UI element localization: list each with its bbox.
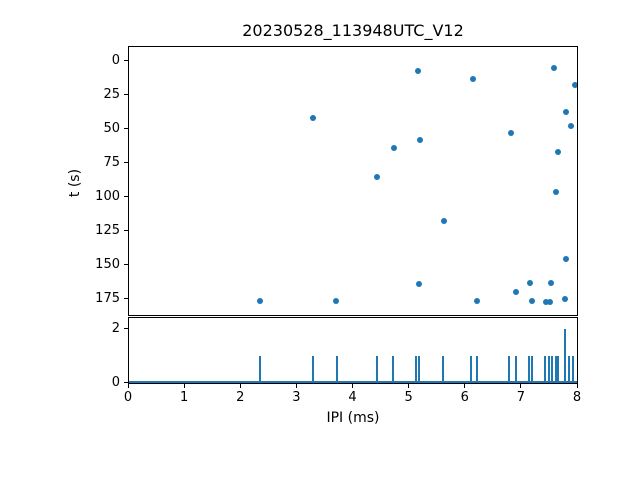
scatter-point: [416, 280, 423, 287]
scatter-point: [474, 298, 481, 305]
scatter-plot-area: [128, 46, 578, 316]
x-tick-mark: [239, 384, 241, 388]
scatter-point: [553, 189, 560, 196]
histogram-bar: [475, 355, 478, 383]
x-axis-label: IPI (ms): [326, 410, 380, 426]
x-tick-mark: [352, 384, 353, 388]
scatter-point: [542, 298, 549, 305]
x-tick-label: 4: [348, 390, 357, 405]
histogram-bar: [470, 355, 473, 383]
histogram-bar: [564, 328, 567, 383]
y-tick-mark: [124, 382, 128, 383]
scatter-point: [391, 144, 398, 151]
x-tick-label: 2: [236, 390, 245, 405]
scatter-point: [374, 174, 381, 181]
histogram-baseline: [129, 380, 577, 383]
histogram-bar: [551, 355, 554, 383]
histogram-bar: [571, 355, 574, 383]
y-tick-label: 175: [95, 290, 120, 306]
y-tick-label: 125: [95, 222, 120, 238]
scatter-point: [512, 289, 519, 296]
histogram-bar: [531, 355, 534, 383]
y-tick-label: 150: [95, 256, 120, 272]
histogram-bar: [554, 355, 557, 383]
histogram-bar: [441, 355, 444, 383]
scatter-point: [526, 280, 533, 287]
histogram-bar: [335, 355, 338, 383]
x-tick-mark: [127, 384, 129, 388]
y-tick-mark: [124, 195, 128, 197]
scatter-point: [547, 298, 554, 305]
y-tick-mark: [124, 328, 128, 330]
scatter-point: [310, 114, 317, 121]
y-tick-label: 50: [103, 120, 120, 136]
y-tick-mark: [124, 161, 128, 163]
scatter-point: [554, 148, 561, 155]
histogram-bar: [548, 355, 551, 383]
scatter-point: [562, 255, 569, 262]
histogram-bar: [376, 355, 379, 383]
x-tick-label: 5: [404, 390, 413, 405]
x-tick-label: 6: [460, 390, 469, 405]
scatter-point: [563, 109, 570, 116]
y-tick-mark: [124, 127, 128, 129]
histogram-bar: [557, 355, 560, 383]
y-tick-label: 0: [111, 375, 120, 390]
x-tick-label: 1: [179, 390, 189, 405]
scatter-point: [548, 280, 555, 287]
x-tick-mark: [295, 384, 297, 388]
histogram-bar: [312, 355, 315, 383]
x-tick-mark: [183, 384, 185, 388]
y-tick-label: 0: [111, 52, 120, 68]
chart-title: 20230528_113948UTC_V12: [242, 21, 464, 40]
x-tick-label: 0: [123, 390, 133, 405]
x-tick-label: 3: [292, 390, 301, 405]
scatter-point: [529, 298, 536, 305]
y-axis-label: t (s): [67, 168, 83, 198]
scatter-point: [440, 218, 447, 225]
scatter-point: [470, 76, 477, 83]
scatter-point: [550, 65, 557, 72]
histogram-bar: [418, 355, 421, 383]
scatter-point: [256, 298, 263, 305]
y-tick-mark: [124, 93, 128, 95]
histogram-bar: [544, 355, 546, 383]
scatter-point: [507, 129, 514, 136]
y-tick-mark: [124, 229, 128, 231]
y-tick-label: 100: [95, 188, 120, 204]
histogram-bar: [391, 355, 394, 383]
y-tick-label: 2: [111, 321, 120, 337]
x-tick-mark: [464, 384, 466, 388]
y-tick-label: 25: [103, 86, 120, 102]
scatter-point: [572, 82, 577, 89]
x-tick-label: 7: [516, 390, 526, 405]
histogram-bar: [508, 355, 511, 383]
histogram-bar: [514, 355, 517, 383]
x-tick-mark: [576, 384, 578, 388]
scatter-point: [333, 298, 340, 305]
x-tick-mark: [408, 384, 410, 388]
histogram-bar: [568, 355, 571, 383]
histogram-bar: [415, 355, 418, 383]
x-tick-mark: [520, 384, 522, 388]
y-tick-mark: [124, 59, 128, 61]
histogram-bar: [527, 355, 530, 383]
histogram-bar: [258, 355, 261, 383]
scatter-point: [415, 67, 422, 74]
y-tick-mark: [124, 297, 128, 299]
scatter-point: [416, 137, 423, 144]
x-tick-label: 8: [572, 390, 582, 405]
y-tick-mark: [124, 263, 128, 265]
histogram-plot-area: [128, 317, 578, 384]
scatter-point: [562, 295, 569, 302]
y-tick-label: 75: [103, 154, 120, 170]
scatter-point: [567, 123, 574, 130]
